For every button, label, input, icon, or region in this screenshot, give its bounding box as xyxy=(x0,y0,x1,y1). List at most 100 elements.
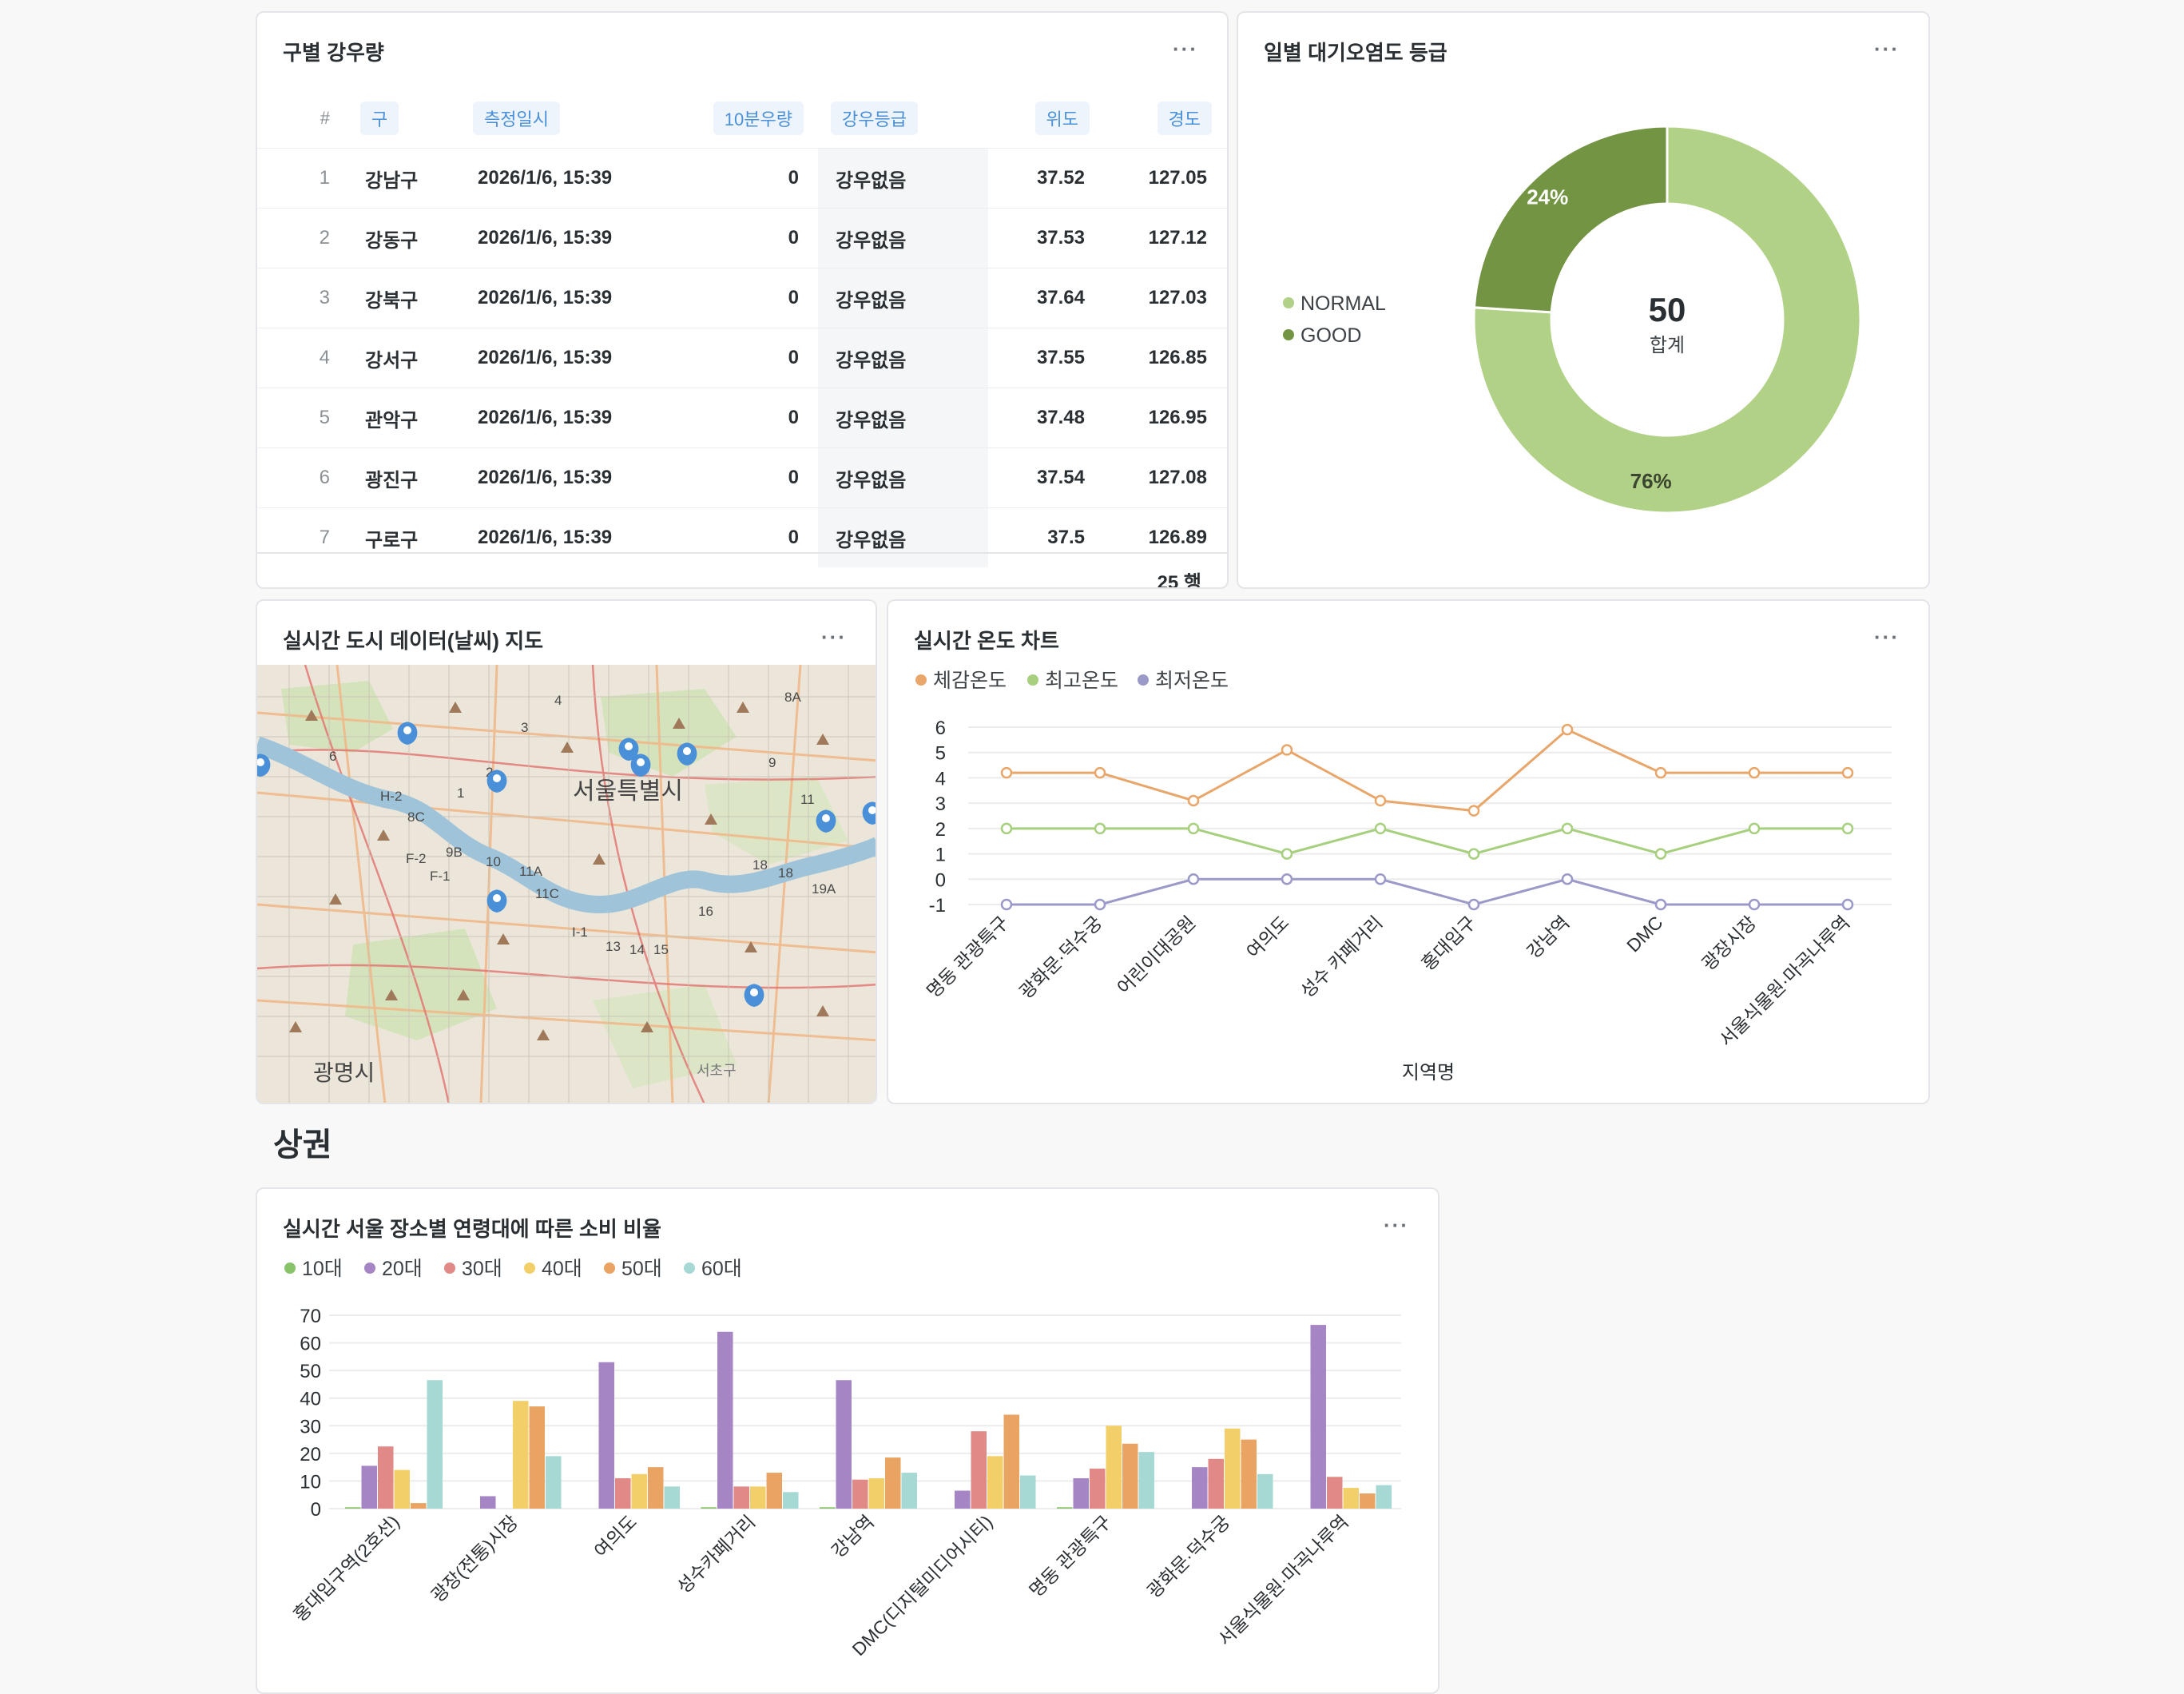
header-grade[interactable]: 강우등급 xyxy=(818,89,988,149)
data-point[interactable] xyxy=(1841,898,1854,911)
legend-item[interactable]: 체감온도 xyxy=(915,665,1007,694)
legend-item[interactable]: 50대 xyxy=(604,1253,662,1282)
bar[interactable] xyxy=(1003,1414,1020,1509)
map-marker-pin-icon[interactable] xyxy=(257,754,271,777)
table-row[interactable]: 7 구로구 2026/1/6, 15:39 0 강우없음 37.5 126.89 xyxy=(257,507,1227,567)
bar[interactable] xyxy=(664,1486,681,1509)
data-point[interactable] xyxy=(1841,766,1854,779)
bar[interactable] xyxy=(513,1401,529,1509)
bar[interactable] xyxy=(868,1477,885,1509)
bar[interactable] xyxy=(361,1465,378,1509)
bar[interactable] xyxy=(987,1456,1003,1509)
legend-item[interactable]: 20대 xyxy=(364,1253,423,1282)
legend-item[interactable]: 최저온도 xyxy=(1138,665,1229,694)
data-point[interactable] xyxy=(1281,873,1293,885)
bar[interactable] xyxy=(1310,1325,1327,1509)
bar[interactable] xyxy=(1122,1443,1138,1509)
legend-item[interactable]: GOOD xyxy=(1283,324,1361,348)
bar[interactable] xyxy=(631,1473,648,1509)
data-point[interactable] xyxy=(1187,794,1200,807)
data-point[interactable] xyxy=(1374,822,1387,835)
header-index[interactable]: # xyxy=(320,108,330,128)
bar[interactable] xyxy=(820,1507,836,1509)
data-point[interactable] xyxy=(1467,848,1480,860)
map-marker-pin-icon[interactable] xyxy=(486,769,507,793)
table-row[interactable]: 1 강남구 2026/1/6, 15:39 0 강우없음 37.52 127.05 xyxy=(257,148,1227,209)
air-menu-button[interactable]: ··· xyxy=(1874,37,1900,61)
bar[interactable] xyxy=(648,1467,664,1509)
data-point[interactable] xyxy=(1281,848,1293,860)
data-point[interactable] xyxy=(1281,744,1293,756)
table-row[interactable]: 4 강서구 2026/1/6, 15:39 0 강우없음 37.55 126.85 xyxy=(257,328,1227,388)
data-point[interactable] xyxy=(1654,898,1667,911)
data-point[interactable] xyxy=(1374,794,1387,807)
header-lng[interactable]: 경도 xyxy=(1102,89,1227,149)
bar[interactable] xyxy=(615,1477,631,1509)
header-lat[interactable]: 위도 xyxy=(988,89,1102,149)
bar[interactable] xyxy=(598,1362,615,1509)
bar[interactable] xyxy=(1138,1452,1155,1509)
bar[interactable] xyxy=(480,1496,496,1509)
bar[interactable] xyxy=(1327,1477,1343,1509)
map-marker-pin-icon[interactable] xyxy=(677,742,697,765)
legend-item[interactable]: 60대 xyxy=(684,1253,742,1282)
data-point[interactable] xyxy=(1094,822,1106,835)
donut-slice[interactable] xyxy=(1472,125,1669,314)
bar[interactable] xyxy=(1073,1477,1090,1509)
rainfall-menu-button[interactable]: ··· xyxy=(1173,37,1198,61)
data-point[interactable] xyxy=(1000,766,1013,779)
data-point[interactable] xyxy=(1748,898,1761,911)
data-point[interactable] xyxy=(1187,822,1200,835)
bar[interactable] xyxy=(766,1473,783,1509)
bar[interactable] xyxy=(1343,1488,1360,1509)
bar[interactable] xyxy=(852,1479,868,1509)
header-datetime[interactable]: 측정일시 xyxy=(462,89,678,149)
data-point[interactable] xyxy=(1467,805,1480,817)
legend-item[interactable]: NORMAL xyxy=(1283,292,1386,316)
bar[interactable] xyxy=(427,1380,443,1509)
bar[interactable] xyxy=(378,1446,394,1509)
bar[interactable] xyxy=(885,1457,901,1509)
data-point[interactable] xyxy=(1561,822,1574,835)
donut-slice[interactable] xyxy=(1472,125,1862,515)
data-point[interactable] xyxy=(1000,822,1013,835)
consumption-menu-button[interactable]: ··· xyxy=(1384,1213,1409,1237)
table-row[interactable]: 2 강동구 2026/1/6, 15:39 0 강우없음 37.53 127.12 xyxy=(257,208,1227,268)
data-point[interactable] xyxy=(1841,822,1854,835)
map-marker-pin-icon[interactable] xyxy=(397,722,418,745)
table-row[interactable]: 6 광진구 2026/1/6, 15:39 0 강우없음 37.54 127.08 xyxy=(257,447,1227,508)
bar[interactable] xyxy=(1020,1475,1036,1509)
table-row[interactable]: 3 강북구 2026/1/6, 15:39 0 강우없음 37.64 127.03 xyxy=(257,268,1227,328)
bar[interactable] xyxy=(394,1469,411,1509)
data-point[interactable] xyxy=(1654,766,1667,779)
bar[interactable] xyxy=(1360,1493,1376,1509)
data-point[interactable] xyxy=(1748,822,1761,835)
header-gu[interactable]: 구 xyxy=(346,89,462,149)
data-point[interactable] xyxy=(1187,873,1200,885)
bar[interactable] xyxy=(1225,1428,1241,1509)
table-row[interactable]: 5 관악구 2026/1/6, 15:39 0 강우없음 37.48 126.95 xyxy=(257,388,1227,448)
legend-item[interactable]: 최고온도 xyxy=(1027,665,1118,694)
bar[interactable] xyxy=(750,1486,766,1509)
bar[interactable] xyxy=(901,1473,918,1509)
bar[interactable] xyxy=(1257,1473,1273,1509)
data-point[interactable] xyxy=(1561,873,1574,885)
data-point[interactable] xyxy=(1561,723,1574,736)
bar[interactable] xyxy=(836,1380,852,1509)
map-marker-pin-icon[interactable] xyxy=(486,889,507,913)
legend-item[interactable]: 40대 xyxy=(524,1253,582,1282)
data-point[interactable] xyxy=(1467,898,1480,911)
bar[interactable] xyxy=(1208,1458,1225,1509)
map-marker-pin-icon[interactable] xyxy=(862,801,877,825)
bar[interactable] xyxy=(345,1507,361,1509)
bar[interactable] xyxy=(1376,1485,1392,1509)
map-marker-pin-icon[interactable] xyxy=(618,738,639,761)
bar[interactable] xyxy=(411,1503,427,1509)
map-marker-pin-icon[interactable] xyxy=(630,754,651,777)
bar[interactable] xyxy=(529,1406,546,1509)
legend-item[interactable]: 10대 xyxy=(284,1253,343,1282)
header-rain10[interactable]: 10분우량 xyxy=(678,89,818,149)
map-markers[interactable] xyxy=(257,722,877,1007)
bar[interactable] xyxy=(733,1486,750,1509)
data-point[interactable] xyxy=(1000,898,1013,911)
